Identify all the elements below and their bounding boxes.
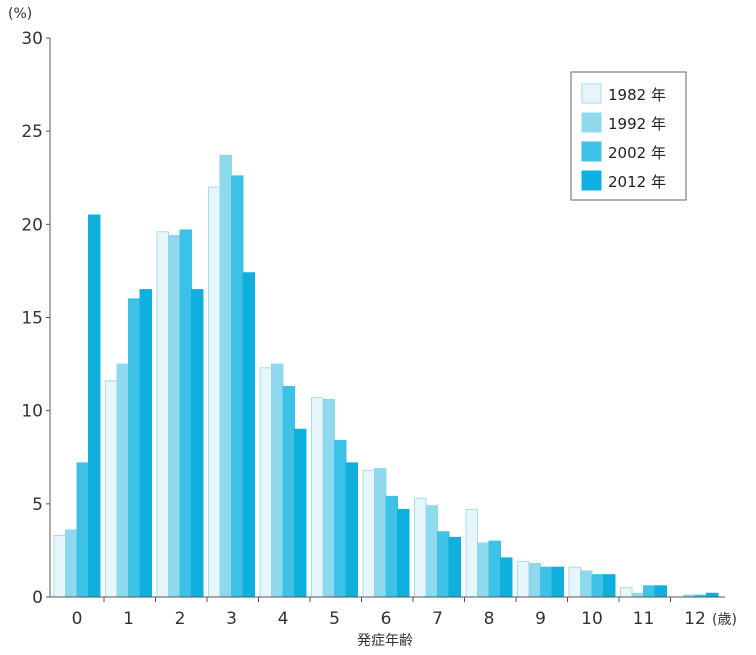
x-tick-label: 10	[581, 609, 603, 629]
bar-2012-4	[294, 428, 307, 598]
x-tick-label: 0	[72, 609, 83, 629]
bar-1992-2	[168, 235, 181, 598]
y-ticks: 0 5 10 15 20 25 30	[21, 29, 50, 608]
x-axis-title: 発症年齢	[357, 633, 413, 649]
legend-label: 1992 年	[608, 115, 666, 133]
bar-2012-3	[242, 272, 255, 598]
bar-1992-6	[374, 467, 387, 598]
legend-swatch	[581, 170, 602, 191]
bar-1982-11	[620, 587, 633, 598]
y-tick-label: 5	[32, 495, 43, 515]
bar-1992-3	[219, 154, 232, 598]
bar-1982-0	[53, 535, 66, 598]
x-tick-label: 2	[175, 609, 186, 629]
bar-2002-6	[385, 495, 398, 598]
y-tick-label: 15	[21, 309, 43, 329]
y-tick-label: 10	[21, 402, 43, 422]
bar-1992-8	[477, 542, 490, 598]
bar-1982-5	[311, 397, 324, 598]
bar-2002-4	[282, 385, 295, 598]
x-tick-label: 1	[123, 609, 134, 629]
legend-swatch	[581, 141, 602, 162]
x-tick-label: 6	[381, 609, 392, 629]
bar-1992-11	[631, 592, 644, 598]
x-tick-label: 8	[484, 609, 495, 629]
bar-2002-10	[591, 574, 604, 598]
bar-1982-3	[208, 186, 221, 598]
bar-1982-2	[156, 231, 169, 598]
bar-2002-2	[179, 229, 192, 598]
bar-2002-11	[643, 585, 656, 598]
bar-1982-6	[362, 469, 375, 598]
bar-1982-8	[465, 508, 478, 598]
bar-1982-10	[568, 566, 581, 598]
legend: 1982 年 1992 年 2002 年 2012 年	[570, 71, 687, 201]
bar-1992-1	[116, 363, 129, 598]
x-tick-label: 9	[535, 609, 546, 629]
bar-2002-8	[488, 540, 501, 598]
legend-label: 1982 年	[608, 86, 666, 104]
bar-2012-10	[603, 574, 616, 598]
x-tick-label: 3	[226, 609, 237, 629]
bar-2002-5	[334, 439, 347, 598]
y-tick-label: 30	[21, 29, 43, 49]
bar-1992-9	[528, 562, 541, 598]
bar-1992-5	[322, 398, 335, 598]
bar-2012-12	[706, 592, 719, 598]
bar-1982-7	[414, 497, 427, 598]
bars-layer	[53, 154, 719, 598]
bar-1992-10	[580, 570, 593, 598]
x-tick-label: 7	[432, 609, 443, 629]
bar-2012-1	[139, 289, 152, 598]
bar-1982-9	[517, 561, 530, 598]
y-tick-label: 20	[21, 215, 43, 235]
bar-2002-7	[437, 531, 450, 598]
y-unit-label: (%)	[8, 6, 32, 22]
bar-2012-2	[191, 289, 204, 598]
legend-label: 2002 年	[608, 144, 666, 162]
y-tick-label: 25	[21, 122, 43, 142]
y-tick-label: 0	[32, 588, 43, 608]
bar-1982-1	[105, 380, 118, 598]
bar-2012-0	[88, 214, 101, 598]
bar-2012-6	[397, 508, 410, 598]
x-unit-label: (歳)	[712, 612, 737, 628]
x-tick-label: 12	[684, 609, 706, 629]
legend-label: 2012 年	[608, 173, 666, 191]
bar-2002-9	[540, 566, 553, 598]
bar-2002-1	[128, 298, 141, 598]
bar-1992-7	[425, 505, 438, 598]
bar-2012-7	[448, 536, 461, 598]
bar-2012-11	[654, 585, 667, 598]
x-tick-label: 11	[633, 609, 655, 629]
bar-1992-0	[65, 529, 78, 598]
bar-1982-4	[259, 367, 272, 598]
x-tick-label: 4	[278, 609, 289, 629]
bar-1992-4	[271, 363, 284, 598]
legend-swatch	[581, 112, 602, 133]
x-tick-label: 5	[329, 609, 340, 629]
bar-2002-3	[231, 175, 244, 598]
bar-2012-5	[345, 462, 358, 598]
bar-2012-9	[551, 566, 564, 598]
legend-swatch	[581, 83, 602, 104]
bar-2012-8	[500, 557, 513, 598]
bar-2002-0	[76, 462, 89, 598]
x-ticks: 0 1 2 3 4 5 6 7 8 9 10 11 12	[72, 597, 706, 629]
